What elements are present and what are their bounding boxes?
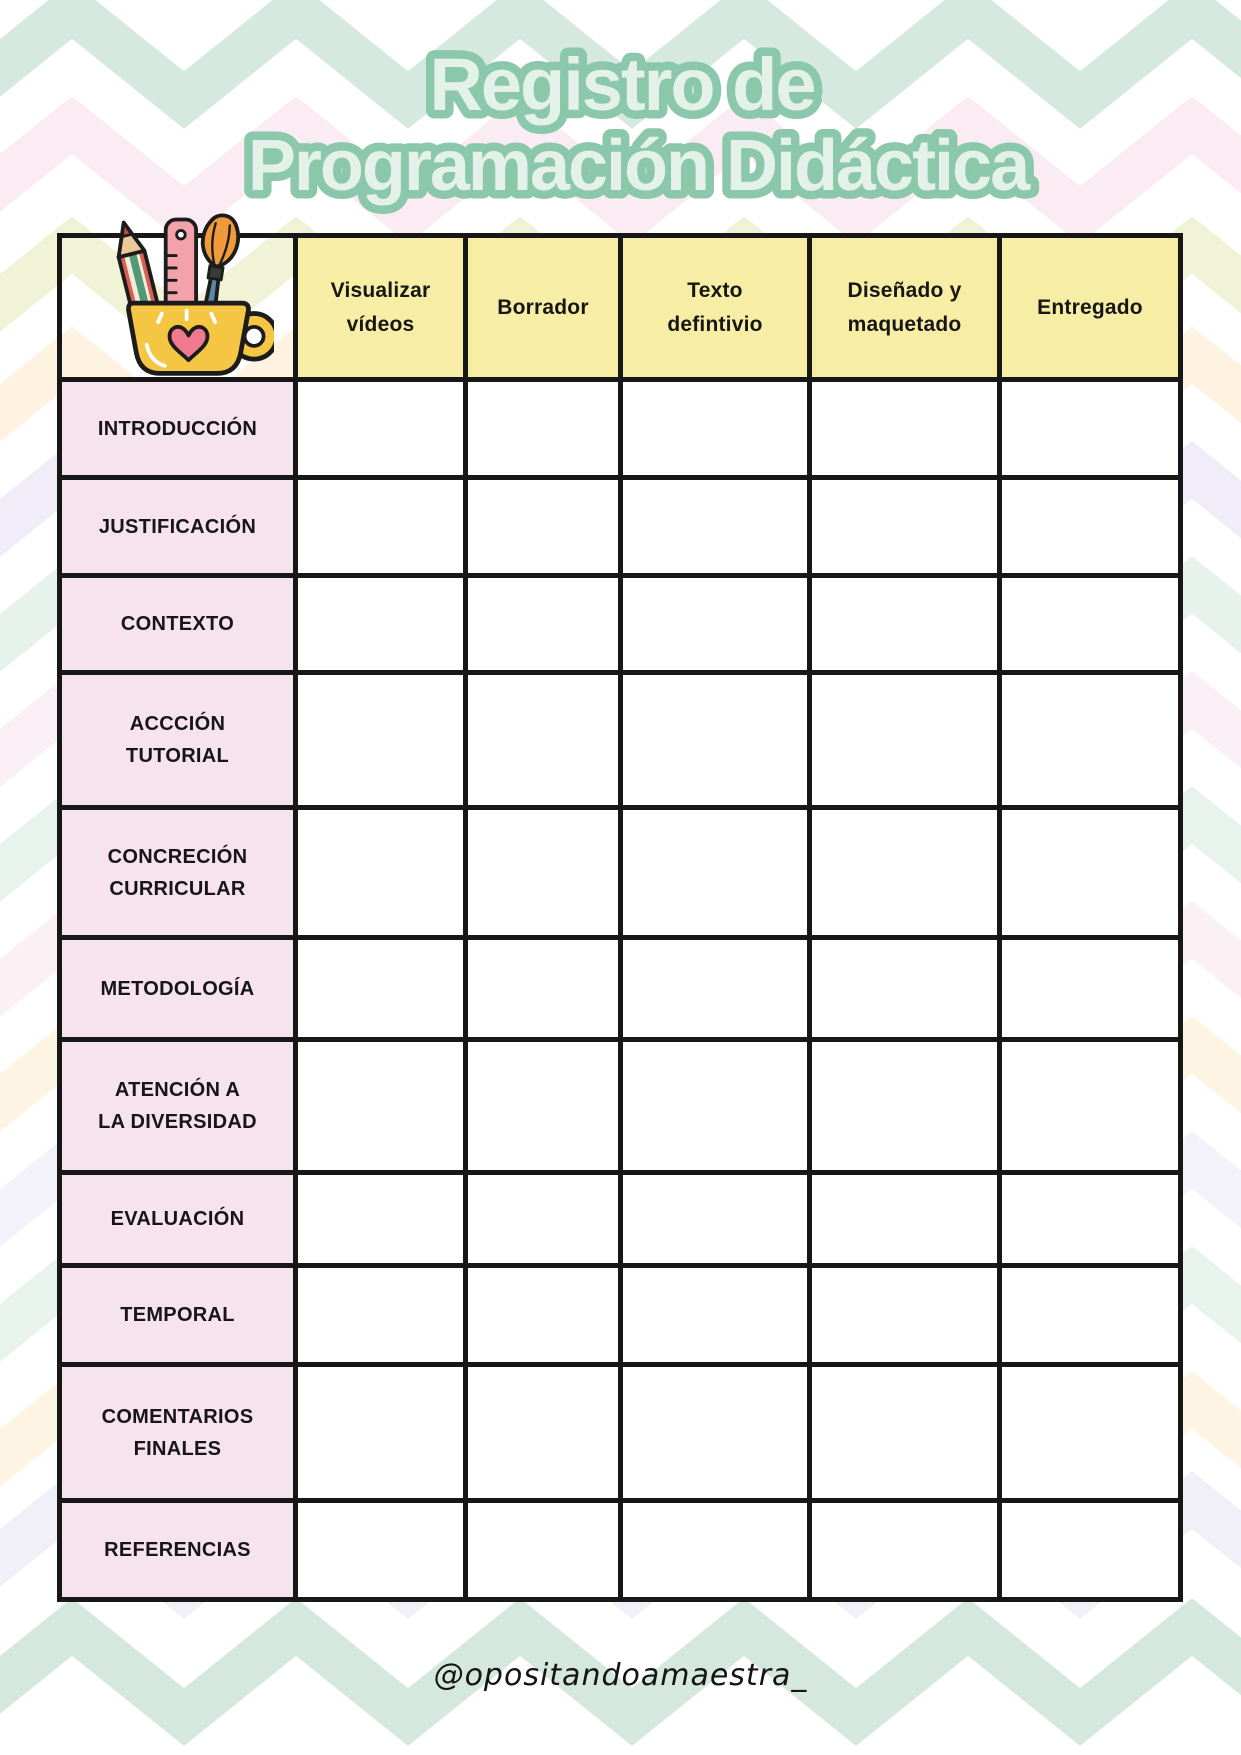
empty-cell (997, 573, 1183, 675)
row-label: JUSTIFICACIÓN (57, 475, 298, 578)
empty-cell (997, 1362, 1183, 1503)
table-row: METODOLOGÍA (57, 935, 1183, 1042)
row-label: INTRODUCCIÓN (57, 377, 298, 480)
page-title: Registro de Programación Didáctica (239, 35, 1041, 215)
empty-cell (807, 1037, 1002, 1175)
empty-cell (293, 377, 468, 480)
pencil-icon (116, 220, 164, 330)
row-label: CONTEXTO (57, 573, 298, 675)
empty-cell (618, 805, 812, 940)
empty-cell (807, 573, 1002, 675)
row-label: CONCRECIÓN CURRICULAR (57, 805, 298, 940)
column-header: Visualizar vídeos (293, 233, 468, 382)
title-line-2: Programación Didáctica (248, 126, 1031, 206)
empty-cell (463, 935, 623, 1042)
empty-cell (293, 805, 468, 940)
empty-cell (463, 377, 623, 480)
table-row: EVALUACIÓN (57, 1170, 1183, 1268)
empty-cell (807, 1263, 1002, 1367)
empty-cell (997, 805, 1183, 940)
empty-cell (618, 573, 812, 675)
table-row: JUSTIFICACIÓN (57, 475, 1183, 578)
empty-cell (293, 475, 468, 578)
empty-cell (293, 1362, 468, 1503)
empty-cell (807, 1170, 1002, 1268)
empty-cell (618, 1498, 812, 1602)
empty-cell (463, 1170, 623, 1268)
empty-cell (463, 1037, 623, 1175)
empty-cell (807, 935, 1002, 1042)
empty-cell (997, 1037, 1183, 1175)
empty-cell (293, 1498, 468, 1602)
empty-cell (997, 475, 1183, 578)
table-row: ACCCIÓN TUTORIAL (57, 670, 1183, 810)
empty-cell (807, 1498, 1002, 1602)
empty-cell (463, 1498, 623, 1602)
table-row: CONCRECIÓN CURRICULAR (57, 805, 1183, 940)
empty-cell (618, 1037, 812, 1175)
empty-cell (807, 1362, 1002, 1503)
empty-cell (997, 377, 1183, 480)
empty-cell (463, 475, 623, 578)
empty-cell (293, 935, 468, 1042)
tracking-table: Visualizar vídeos Borrador Texto definti… (57, 233, 1183, 1602)
empty-cell (463, 805, 623, 940)
empty-cell (618, 670, 812, 810)
header-row: Visualizar vídeos Borrador Texto definti… (57, 233, 1183, 382)
empty-cell (293, 1170, 468, 1268)
empty-cell (807, 475, 1002, 578)
empty-cell (997, 1170, 1183, 1268)
chevron-band (0, 97, 1241, 244)
column-header: Diseñado y maquetado (807, 233, 1002, 382)
empty-cell (618, 475, 812, 578)
empty-cell (463, 670, 623, 810)
empty-cell (618, 1362, 812, 1503)
empty-cell (293, 1037, 468, 1175)
empty-cell (997, 670, 1183, 810)
empty-cell (997, 1263, 1183, 1367)
empty-cell (807, 377, 1002, 480)
chevron-band (0, 1599, 1241, 1746)
column-header: Texto defintivio (618, 233, 812, 382)
row-label: METODOLOGÍA (57, 935, 298, 1042)
title-line-1: Registro de (429, 43, 814, 126)
row-label: EVALUACIÓN (57, 1170, 298, 1268)
empty-cell (807, 805, 1002, 940)
table-row: INTRODUCCIÓN (57, 377, 1183, 480)
heart-icon (167, 324, 210, 362)
empty-cell (463, 1362, 623, 1503)
empty-cell (618, 935, 812, 1042)
empty-cell (463, 1263, 623, 1367)
column-header: Entregado (997, 233, 1183, 382)
empty-cell (997, 935, 1183, 1042)
row-label: TEMPORAL (57, 1263, 298, 1367)
pencil-cup-icon (116, 213, 274, 376)
empty-cell (997, 1498, 1183, 1602)
table-row: CONTEXTO (57, 573, 1183, 675)
empty-cell (293, 573, 468, 675)
empty-cell (293, 1263, 468, 1367)
footer-handle: @opositandoamaestra_ (433, 1658, 808, 1693)
row-label: REFERENCIAS (57, 1498, 298, 1602)
empty-cell (463, 573, 623, 675)
table-row: ATENCIÓN A LA DIVERSIDAD (57, 1037, 1183, 1175)
empty-cell (293, 670, 468, 810)
chevron-band (0, 0, 1241, 129)
row-label: ATENCIÓN A LA DIVERSIDAD (57, 1037, 298, 1175)
empty-cell (618, 1263, 812, 1367)
empty-cell (618, 1170, 812, 1268)
table-row: TEMPORAL (57, 1263, 1183, 1367)
row-label: ACCCIÓN TUTORIAL (57, 670, 298, 810)
table-row: COMENTARIOS FINALES (57, 1362, 1183, 1503)
row-label: COMENTARIOS FINALES (57, 1362, 298, 1503)
table-row: REFERENCIAS (57, 1498, 1183, 1602)
column-header: Borrador (463, 233, 623, 382)
mug-icon (126, 300, 274, 376)
empty-cell (807, 670, 1002, 810)
empty-cell (618, 377, 812, 480)
